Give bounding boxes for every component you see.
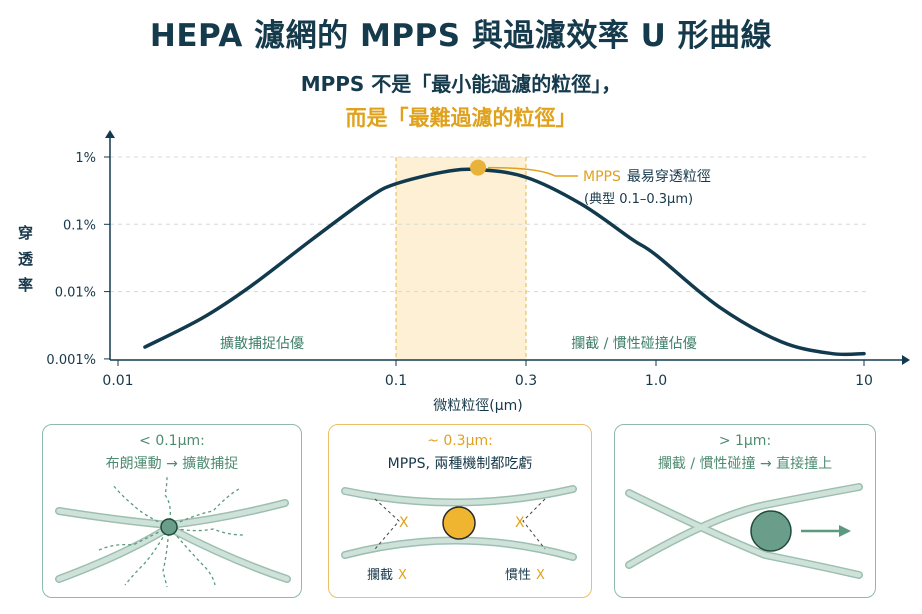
penetration-chart: 1% 0.1% 0.01% 0.001% 0.01 0.1 0.3 1.0 10 MPPS 最易穿… xyxy=(46,130,910,414)
interception-x-mark: X xyxy=(399,515,409,531)
mpps-range: (典型 0.1–0.3μm) xyxy=(584,192,693,207)
panel-text: 攔截 / 慣性碰撞 → 直接撞上 xyxy=(657,456,833,472)
y-tick-label: 0.1% xyxy=(63,218,96,233)
panel-heading: > 1μm: xyxy=(718,433,772,449)
y-axis-label: 穿透率 xyxy=(17,224,33,294)
inertia-x-mark: X xyxy=(515,515,525,531)
left-region-label: 擴散捕捉佔優 xyxy=(220,335,304,352)
penetration-curve xyxy=(143,167,866,357)
panel-diffusion: < 0.1μm: 布朗運動 → 擴散捕捉 xyxy=(42,424,302,598)
x-tick-label: 0.3 xyxy=(515,373,537,389)
panel-text: MPPS, 兩種機制都吃虧 xyxy=(387,456,533,472)
mpps-illustration: X X 攔截 X 慣性 X xyxy=(341,485,577,583)
x-tick-label: 1.0 xyxy=(645,373,667,389)
diffusion-illustration xyxy=(55,476,291,588)
page-title: HEPA 濾網的 MPPS 與過濾效率 U 形曲線 xyxy=(149,18,773,54)
panel-heading: ~ 0.3μm: xyxy=(427,433,493,449)
x-tick-label: 10 xyxy=(855,373,873,389)
particle-icon xyxy=(160,518,178,536)
x-axis-label: 微粒粒徑(μm) xyxy=(433,398,522,414)
mpps-annotation: MPPS 最易穿透粒徑 xyxy=(583,169,711,185)
mpps-leader-line xyxy=(488,166,578,177)
mpps-label: MPPS xyxy=(583,169,621,185)
mpps-particle-icon xyxy=(442,506,476,540)
subtitle-line1: MPPS 不是「最小能過濾的粒徑」， xyxy=(300,72,622,96)
arrowhead-icon xyxy=(839,525,851,537)
inertia-label: 慣性 X xyxy=(505,567,545,583)
y-axis-arrow-icon xyxy=(105,130,115,138)
y-tick-label: 0.01% xyxy=(55,286,96,301)
panel-heading: < 0.1μm: xyxy=(139,433,205,449)
y-tick-label: 0.001% xyxy=(46,353,96,368)
panel-text: 布朗運動 → 擴散捕捉 xyxy=(105,456,239,472)
interception-label: 攔截 X xyxy=(367,567,407,583)
x-axis-arrow-icon xyxy=(902,355,910,365)
impaction-illustration xyxy=(625,483,863,579)
mpps-point xyxy=(470,159,487,176)
subtitle-line2: 而是「最難過濾的粒徑」 xyxy=(345,106,577,130)
right-region-label: 攔截 / 慣性碰撞佔優 xyxy=(571,335,697,352)
x-tick-label: 0.01 xyxy=(102,373,133,389)
mpps-band xyxy=(396,157,526,360)
y-tick-label: 1% xyxy=(75,151,96,166)
x-tick-label: 0.1 xyxy=(385,373,407,389)
panel-impaction: > 1μm: 攔截 / 慣性碰撞 → 直接撞上 xyxy=(614,424,876,598)
large-particle-icon xyxy=(750,510,792,552)
mpps-desc: 最易穿透粒徑 xyxy=(627,169,711,185)
panel-mpps: ~ 0.3μm: MPPS, 兩種機制都吃虧 X X 攔截 X 慣性 X xyxy=(328,424,592,598)
